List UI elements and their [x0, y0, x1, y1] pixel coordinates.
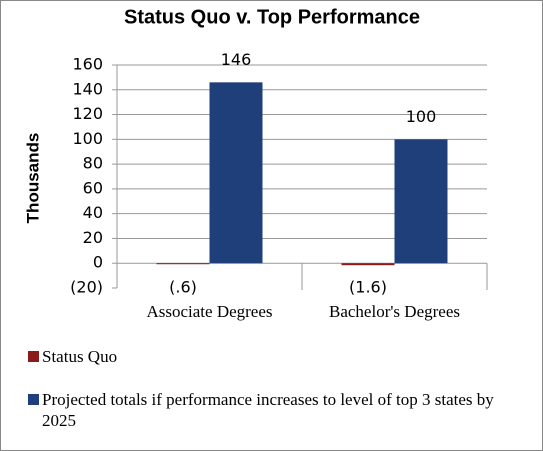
- y-tick-label: 80: [83, 154, 103, 173]
- legend-item: Status Quo: [24, 346, 524, 367]
- bar: [341, 263, 395, 266]
- y-tick-label: 140: [72, 79, 103, 98]
- data-label: (.6): [169, 278, 197, 297]
- data-label: 100: [406, 107, 437, 126]
- legend-label: Projected totals if performance increase…: [42, 390, 494, 430]
- data-label: 146: [221, 50, 252, 69]
- bar: [209, 82, 263, 264]
- y-tick-label: 160: [72, 55, 103, 74]
- legend-swatch: [28, 351, 39, 362]
- y-tick-label: 60: [83, 178, 103, 197]
- x-tick-label: Bachelor's Degrees: [329, 302, 460, 321]
- y-tick-label: (20): [70, 278, 103, 297]
- bar: [156, 263, 210, 265]
- chart-title: Status Quo v. Top Performance: [124, 6, 420, 28]
- y-tick-label: 100: [72, 129, 103, 148]
- y-tick-label: 0: [93, 253, 103, 272]
- legend-item: Projected totals if performance increase…: [24, 389, 524, 431]
- y-axis-label: Thousands: [23, 133, 42, 224]
- data-label: (1.6): [349, 278, 387, 297]
- x-tick-label: Associate Degrees: [146, 302, 272, 321]
- bar: [394, 139, 448, 264]
- legend-label: Status Quo: [42, 347, 118, 366]
- y-tick-label: 120: [72, 104, 103, 123]
- legend-swatch: [28, 394, 39, 405]
- legend: Status Quo Projected totals if performanc…: [24, 346, 524, 451]
- y-tick-label: 20: [83, 228, 103, 247]
- y-tick-label: 40: [83, 203, 103, 222]
